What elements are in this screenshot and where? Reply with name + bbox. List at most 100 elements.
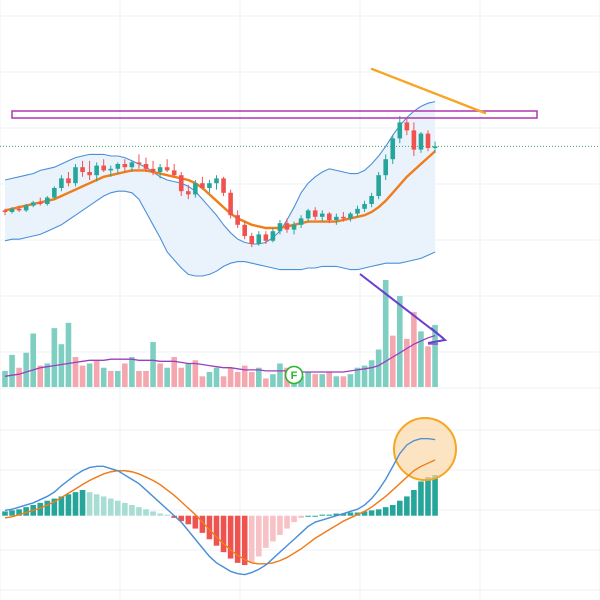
candle[interactable] [376,172,381,200]
volume-bar[interactable] [136,370,142,387]
macd-histogram-bar[interactable] [164,514,170,516]
volume-bar[interactable] [37,365,44,387]
volume-bar[interactable] [368,360,375,387]
macd-histogram-bar[interactable] [347,512,354,516]
candle[interactable] [66,172,71,187]
candle[interactable] [319,210,325,222]
volume-bar[interactable] [220,376,227,387]
macd-histogram-bar[interactable] [37,502,44,516]
candle[interactable] [171,164,177,177]
candle[interactable] [284,218,290,233]
candle[interactable] [425,130,431,152]
candle[interactable] [298,215,304,228]
volume-bar[interactable] [2,370,8,387]
candle[interactable] [101,159,106,172]
macd-histogram-bar[interactable] [129,505,135,516]
candle[interactable] [200,176,205,190]
candle[interactable] [242,221,247,240]
volume-bar[interactable] [157,363,163,387]
volume-bar[interactable] [65,322,72,387]
candle[interactable] [327,212,332,224]
candle[interactable] [390,135,396,164]
volume-bar[interactable] [382,280,389,387]
volume-bar[interactable] [404,338,410,387]
volume-bar[interactable] [199,376,206,387]
macd-histogram-bar[interactable] [404,496,410,516]
volume-bar[interactable] [418,331,424,387]
macd-histogram-bar[interactable] [227,515,234,559]
candle[interactable] [164,159,170,172]
volume-bar[interactable] [227,367,234,387]
macd-histogram-bar[interactable] [178,515,185,522]
macd-histogram-bar[interactable] [425,477,431,516]
candle[interactable] [143,157,149,172]
volume-bar[interactable] [107,370,114,387]
candle[interactable] [94,162,99,182]
highlight-circle[interactable] [393,417,457,481]
candle[interactable] [411,122,417,156]
candle[interactable] [178,172,184,196]
volume-bar[interactable] [397,296,403,387]
candle[interactable] [186,184,191,200]
macd-histogram-bar[interactable] [65,494,72,516]
volume-bar[interactable] [44,363,51,387]
candle[interactable] [37,197,43,206]
macd-histogram-bar[interactable] [256,515,262,557]
candle[interactable] [207,180,212,193]
candle[interactable] [73,164,78,187]
candle[interactable] [9,207,15,214]
macd-histogram-bar[interactable] [93,494,100,516]
macd-histogram-bar[interactable] [51,498,58,516]
volume-panel[interactable] [2,280,438,387]
candle[interactable] [221,176,226,196]
volume-bar[interactable] [23,352,29,387]
macd-histogram-bar[interactable] [248,515,255,563]
candle[interactable] [249,232,255,248]
candle[interactable] [30,200,36,208]
volume-bar[interactable] [185,363,192,387]
candle[interactable] [59,175,64,192]
macd-histogram-bar[interactable] [234,515,241,563]
price-panel[interactable] [0,101,600,277]
macd-histogram-bar[interactable] [136,507,142,516]
volume-bar[interactable] [361,365,368,387]
macd-histogram-bar[interactable] [298,515,304,518]
macd-histogram-bar[interactable] [100,496,107,516]
candle[interactable] [291,221,297,235]
candle[interactable] [305,208,311,222]
candle[interactable] [87,160,92,180]
macd-histogram-bar[interactable] [305,515,311,517]
macd-histogram-bar[interactable] [326,514,333,516]
macd-histogram-bar[interactable] [122,502,128,516]
macd-histogram-bar[interactable] [270,515,276,542]
macd-histogram-bar[interactable] [206,515,213,540]
volume-bar[interactable] [171,357,177,387]
volume-bar[interactable] [100,367,107,387]
resistance-trend-line[interactable] [370,67,487,115]
volume-bar[interactable] [256,367,262,387]
macd-histogram-bar[interactable] [397,500,403,516]
macd-histogram-bar[interactable] [79,490,86,516]
volume-bar[interactable] [143,370,149,387]
macd-histogram-bar[interactable] [333,513,340,516]
macd-histogram-bar[interactable] [107,498,114,516]
candle[interactable] [80,160,85,177]
candle[interactable] [256,231,262,246]
horizontal-zone-box[interactable] [11,110,538,119]
volume-moving-average-line[interactable] [4,334,436,377]
volume-bar[interactable] [72,357,79,387]
macd-histogram-bar[interactable] [382,507,389,516]
macd-histogram-bar[interactable] [418,481,424,516]
macd-histogram-bar[interactable] [291,515,297,523]
macd-histogram-bar[interactable] [277,515,283,535]
macd-histogram-bar[interactable] [312,515,318,517]
volume-bar[interactable] [206,372,213,387]
candle[interactable] [369,192,374,208]
volume-bar[interactable] [86,363,93,387]
macd-histogram-bar[interactable] [375,509,382,516]
candle[interactable] [348,212,353,222]
macd-histogram-bar[interactable] [340,513,347,516]
volume-bar[interactable] [234,372,241,387]
candle[interactable] [263,231,269,244]
